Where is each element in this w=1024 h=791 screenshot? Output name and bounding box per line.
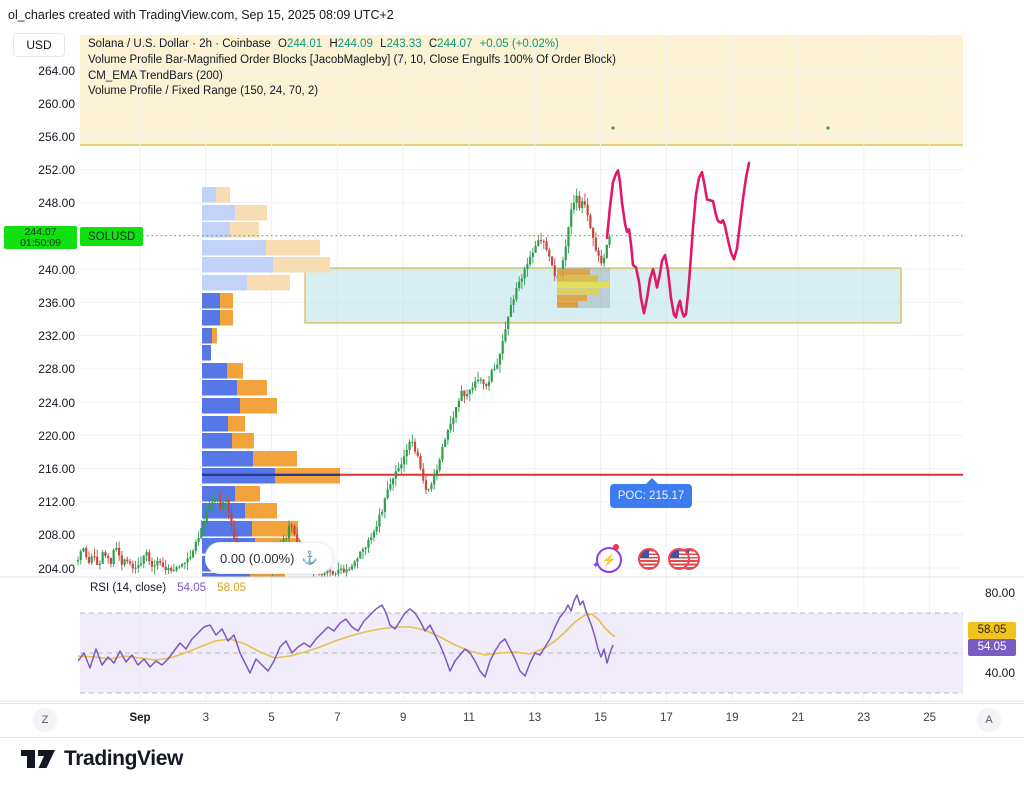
us-economic-event-double-icon[interactable]	[668, 548, 690, 570]
price-axis-label: 228.00	[38, 362, 75, 377]
time-axis-label: Sep	[129, 712, 151, 724]
tradingview-logo[interactable]: TradingView	[20, 746, 183, 772]
time-axis-label: 11	[463, 712, 475, 724]
price-axis-label: 236.00	[38, 295, 75, 310]
scroll-right-button[interactable]: A	[977, 708, 1001, 732]
price-axis-label: 256.00	[38, 129, 75, 144]
time-axis-label: 25	[923, 712, 936, 724]
rsi-signal-value: 58.05	[217, 582, 247, 594]
time-axis-label: 7	[334, 712, 341, 724]
anchor-icon: ⚓	[301, 550, 318, 565]
price-axis-label: 220.00	[38, 428, 75, 443]
ohlc-close-value: 244.07	[437, 38, 473, 50]
price-axis-label: 204.00	[38, 561, 75, 576]
ohlc-open-label: O	[278, 38, 287, 50]
page-title: ol_charles created with TradingView.com,…	[8, 8, 394, 22]
ai-event-icon[interactable]: ⚡	[596, 547, 622, 573]
rsi-axis-bottom-label: 40.00	[984, 666, 1015, 680]
bar-countdown: 01:50:09	[20, 236, 61, 249]
tradingview-logo-icon	[21, 750, 55, 768]
price-axis-label: 240.00	[38, 262, 75, 277]
rsi-signal-badge: 58.05	[968, 622, 1016, 639]
time-axis-label: 15	[594, 712, 607, 724]
time-axis-label: 19	[725, 712, 739, 724]
poc-tooltip: POC: 215.17	[610, 478, 692, 508]
price-axis-label: 248.00	[38, 196, 75, 211]
price-change-text: 0.00 (0.00%)	[220, 550, 295, 566]
rsi-axis-top-label: 80.00	[984, 586, 1015, 600]
price-axis-label: 264.00	[38, 63, 75, 78]
ohlc-low-label: L	[380, 38, 387, 50]
time-axis-label: 17	[659, 712, 673, 724]
legend-indicator-fixed-range[interactable]: Volume Profile / Fixed Range (150, 24, 7…	[88, 85, 319, 98]
ohlc-high-label: H	[329, 38, 338, 50]
ohlc-open-value: 244.01	[286, 38, 323, 50]
rsi-main-badge: 54.05	[968, 639, 1016, 656]
rsi-legend[interactable]: RSI (14, close) 54.05 58.05	[90, 582, 246, 594]
current-price-value: 244.07	[24, 225, 57, 238]
price-change-pill[interactable]: 0.00 (0.00%) ⚓	[205, 542, 333, 574]
sparkle-icon: ✦	[592, 560, 600, 570]
price-axis: 264.00 260.00 256.00 252.00 248.00 240.00 236.…	[0, 0, 80, 600]
time-axis-label: 23	[857, 712, 871, 724]
symbol-price-tag: SOLUSD	[80, 227, 144, 246]
ohlc-low-value: 243.33	[386, 38, 422, 50]
rsi-main-value: 54.05	[177, 582, 207, 594]
chart-legend: Solana / U.S. Dollar · 2h · Coinbase O24…	[88, 37, 616, 100]
price-axis-label: 252.00	[38, 163, 75, 178]
legend-indicator-ema-trendbars[interactable]: CM_EMA TrendBars (200)	[88, 69, 223, 82]
scroll-left-button[interactable]: Z	[33, 708, 57, 732]
notification-dot	[613, 544, 619, 550]
price-axis-label: 260.00	[38, 96, 75, 111]
lightning-icon: ⚡	[601, 553, 617, 567]
time-axis-label: 5	[268, 712, 275, 724]
currency-unit-button[interactable]: USD	[13, 33, 65, 57]
time-axis-labels: Sep 3 5 7 9 11 13 15 17 19 21 23 25	[0, 703, 1024, 736]
ohlc-close-label: C	[428, 38, 438, 50]
price-axis-label: 216.00	[38, 461, 75, 476]
legend-symbol-row[interactable]: Solana / U.S. Dollar · 2h · Coinbase O24…	[88, 37, 616, 53]
legend-indicator-volume-profile-ob[interactable]: Volume Profile Bar-Magnified Order Block…	[88, 53, 616, 66]
time-axis[interactable]	[0, 703, 1024, 738]
price-axis-label: 232.00	[38, 329, 75, 344]
current-price-label: 244.07 01:50:09	[4, 226, 77, 249]
time-axis-label: 9	[399, 712, 407, 724]
time-axis-label: 21	[791, 712, 805, 724]
price-axis-label: 212.00	[38, 495, 75, 510]
symbol-title: Solana / U.S. Dollar · 2h · Coinbase	[88, 38, 271, 50]
ohlc-change-value: +0.05 (+0.02%)	[479, 38, 559, 50]
us-economic-event-icon[interactable]	[638, 548, 660, 570]
price-axis-label: 224.00	[38, 395, 75, 410]
time-axis-label: 13	[528, 712, 542, 724]
ohlc-high-value: 244.09	[337, 38, 373, 50]
time-axis-label: 3	[202, 712, 209, 724]
rsi-title-text: RSI (14, close)	[90, 582, 167, 594]
price-axis-label: 208.00	[38, 528, 75, 543]
tradingview-logo-text: TradingView	[64, 747, 183, 770]
